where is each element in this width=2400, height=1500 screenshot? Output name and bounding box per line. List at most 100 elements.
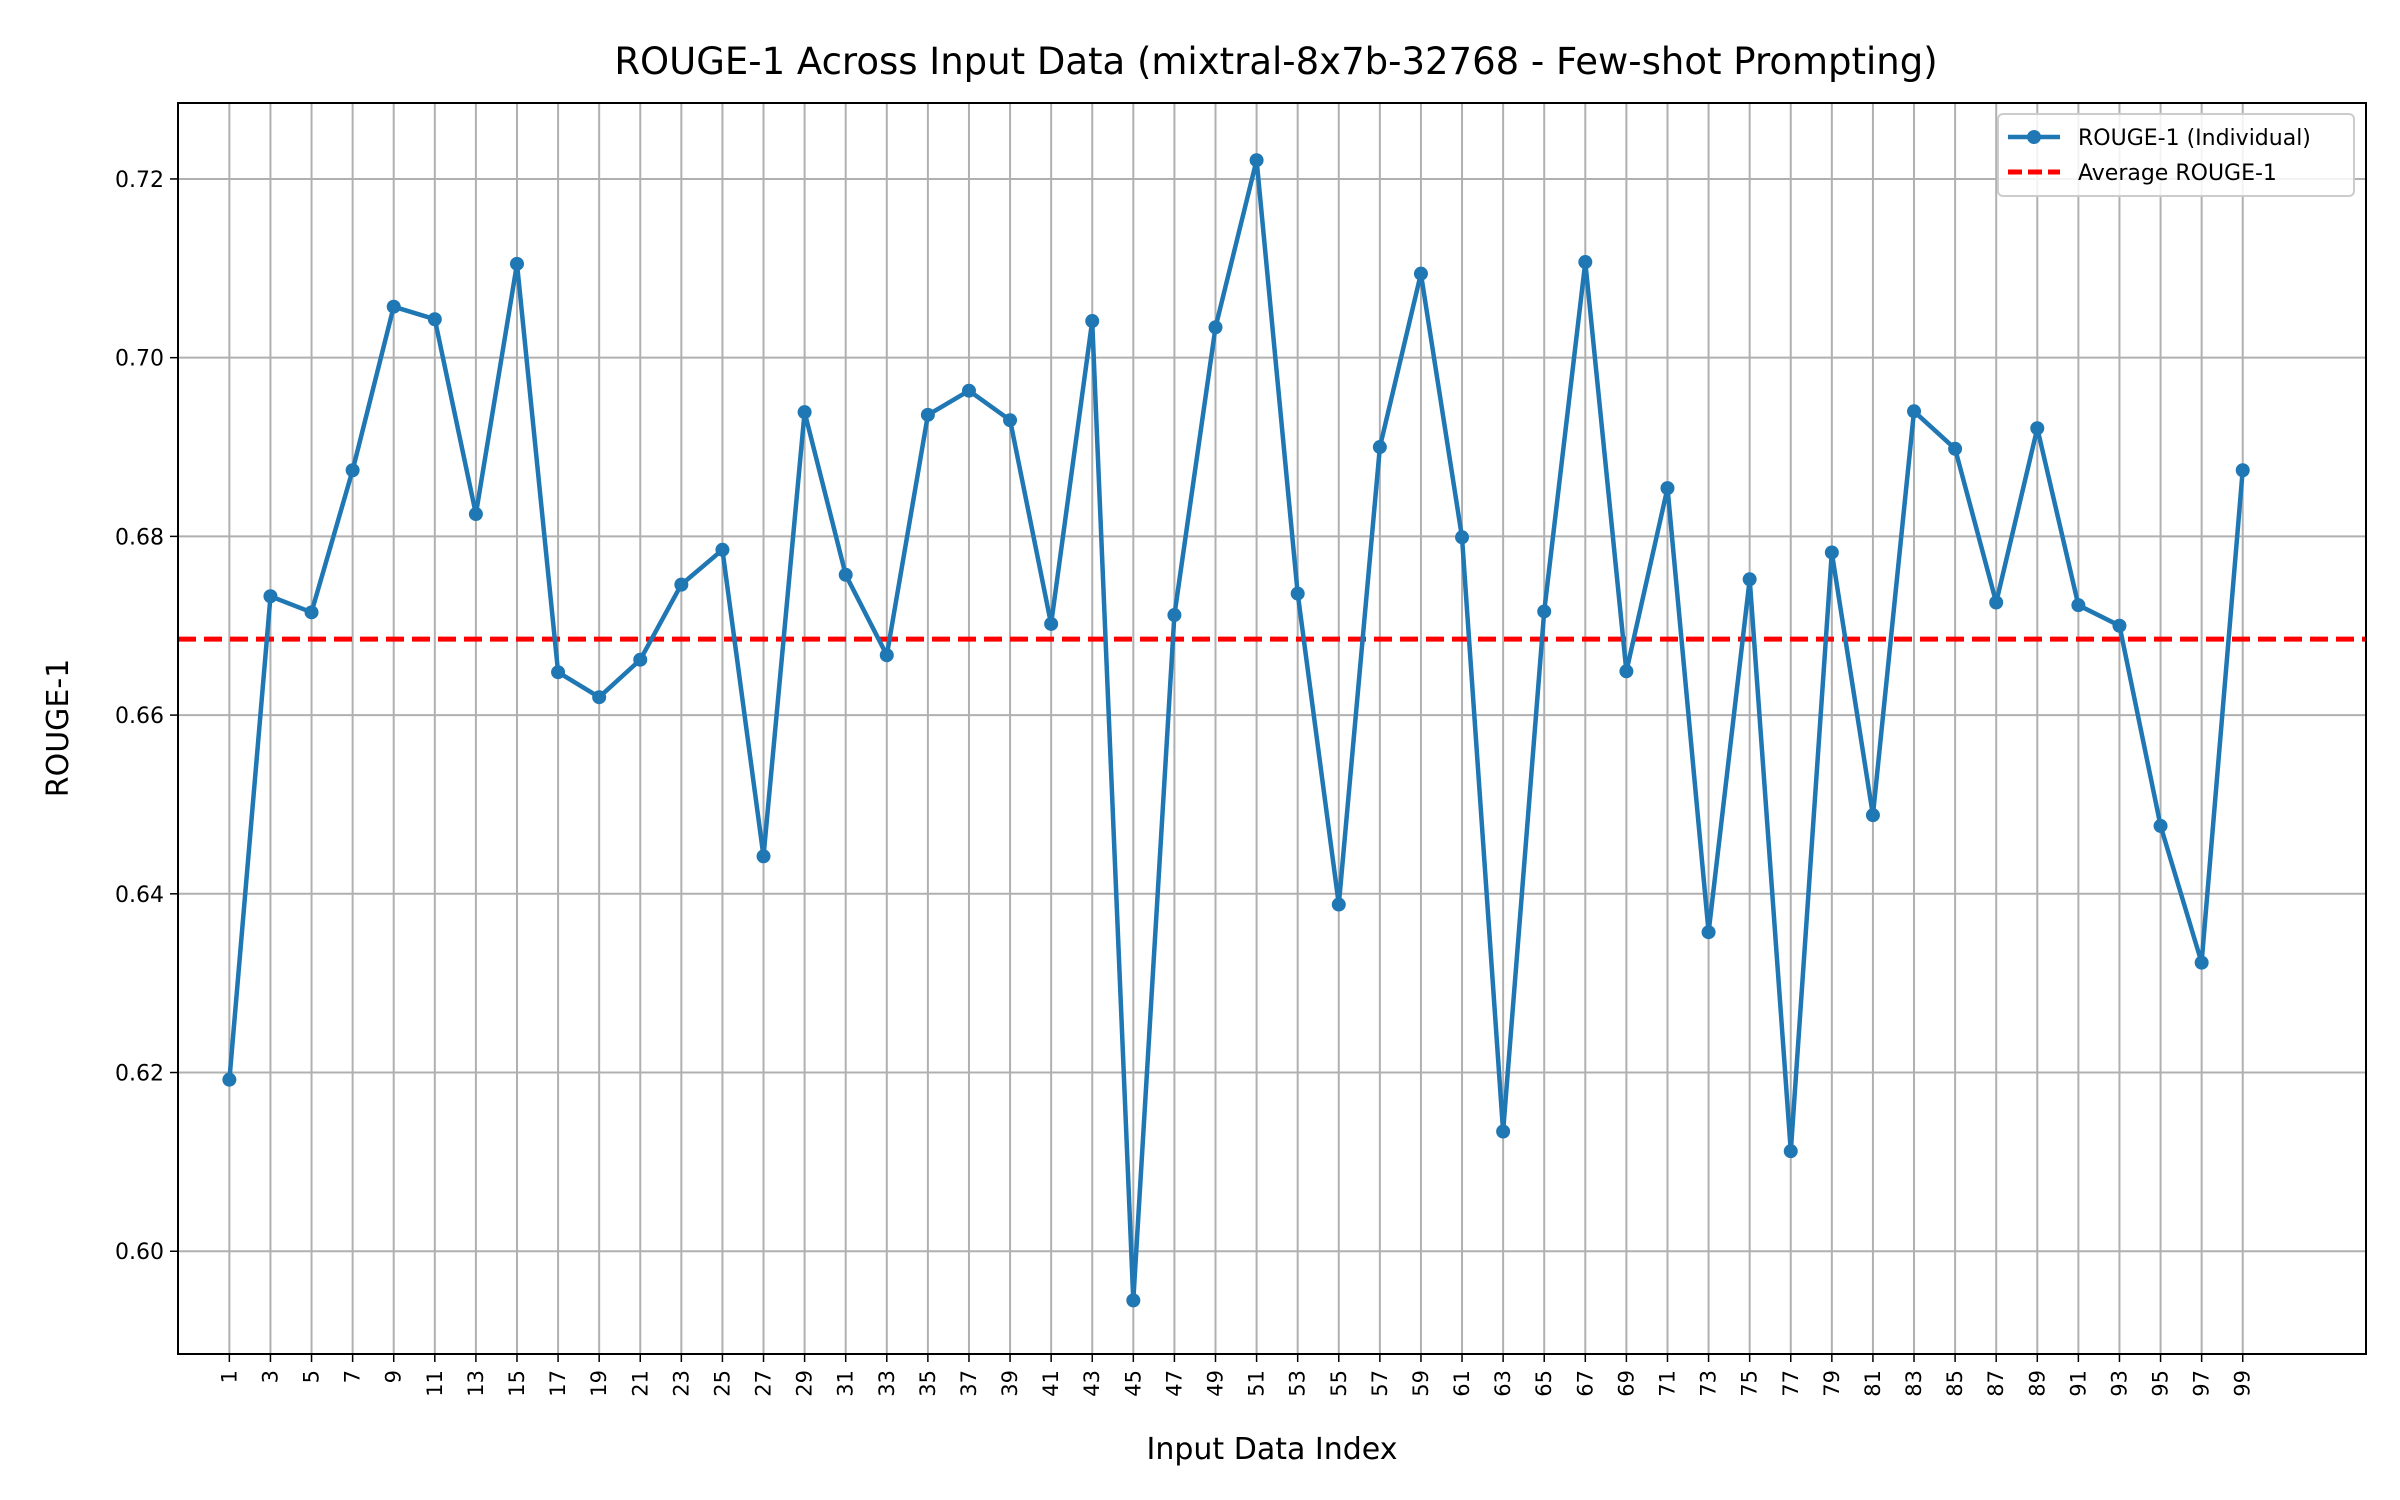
x-tick-label: 43 <box>1080 1370 1104 1397</box>
x-tick-label: 55 <box>1327 1370 1351 1397</box>
x-tick-label: 65 <box>1532 1370 1556 1397</box>
x-tick-label: 19 <box>587 1370 611 1397</box>
x-tick-label: 67 <box>1573 1370 1597 1397</box>
x-axis-label: Input Data Index <box>1147 1432 1398 1467</box>
data-point <box>1907 404 1922 419</box>
data-point <box>674 577 689 592</box>
data-point <box>1208 320 1223 335</box>
data-point <box>592 690 607 705</box>
x-tick-label: 49 <box>1204 1370 1228 1397</box>
data-point <box>1331 897 1346 912</box>
data-point <box>1249 153 1264 168</box>
x-tick-label: 3 <box>258 1370 282 1383</box>
y-tick-label: 0.70 <box>115 347 164 372</box>
x-tick-label: 81 <box>1861 1370 1885 1397</box>
x-tick-label: 21 <box>628 1370 652 1397</box>
x-tick-label: 95 <box>2149 1370 2173 1397</box>
data-point <box>1660 481 1675 496</box>
legend-label-individual: ROUGE-1 (Individual) <box>2078 126 2311 151</box>
x-tick-label: 97 <box>2190 1370 2214 1397</box>
x-tick-label: 59 <box>1409 1370 1433 1397</box>
data-point <box>304 605 319 620</box>
x-tick-label: 87 <box>1984 1370 2008 1397</box>
x-tick-label: 25 <box>710 1370 734 1397</box>
legend-marker-individual <box>2027 130 2041 144</box>
data-point <box>2153 818 2168 833</box>
data-point <box>468 507 483 522</box>
data-point <box>386 299 401 314</box>
data-point <box>263 589 278 604</box>
data-point <box>1496 1124 1511 1139</box>
data-point <box>2030 421 2045 436</box>
y-tick-label: 0.60 <box>115 1240 164 1265</box>
y-tick-label: 0.62 <box>115 1062 164 1087</box>
x-tick-label: 69 <box>1614 1370 1638 1397</box>
x-tick-label: 47 <box>1162 1370 1186 1397</box>
y-axis-label: ROUGE-1 <box>41 659 76 798</box>
data-point <box>1413 266 1428 281</box>
x-tick-label: 23 <box>669 1370 693 1397</box>
data-point <box>551 665 566 680</box>
x-tick-label: 77 <box>1779 1370 1803 1397</box>
x-tick-label: 27 <box>752 1370 776 1397</box>
x-tick-label: 91 <box>2066 1370 2090 1397</box>
x-tick-label: 39 <box>998 1370 1022 1397</box>
x-tick-label: 35 <box>916 1370 940 1397</box>
data-point <box>1290 586 1305 601</box>
data-point <box>2235 463 2250 478</box>
data-point <box>1372 440 1387 455</box>
x-tick-label: 5 <box>300 1370 324 1383</box>
data-point <box>2194 955 2209 970</box>
y-tick-label: 0.72 <box>115 168 164 193</box>
x-tick-label: 41 <box>1039 1370 1063 1397</box>
data-point <box>1824 545 1839 560</box>
data-point <box>1537 604 1552 619</box>
data-point <box>1701 925 1716 940</box>
x-tick-label: 7 <box>341 1370 365 1383</box>
x-tick-label: 31 <box>834 1370 858 1397</box>
data-point <box>920 407 935 422</box>
y-axis: 0.60 0.62 0.64 0.66 0.68 0.70 0.72 <box>115 168 178 1265</box>
x-tick-label: 83 <box>1902 1370 1926 1397</box>
data-point <box>509 256 524 271</box>
x-tick-label: 45 <box>1121 1370 1145 1397</box>
x-tick-label: 57 <box>1368 1370 1392 1397</box>
x-tick-label: 85 <box>1943 1370 1967 1397</box>
data-point <box>1578 255 1593 270</box>
data-point <box>1167 608 1182 623</box>
data-point <box>345 463 360 478</box>
data-point <box>1865 808 1880 823</box>
data-point <box>1126 1293 1141 1308</box>
x-tick-label: 11 <box>423 1370 447 1397</box>
x-tick-label: 33 <box>875 1370 899 1397</box>
series-layer <box>222 153 2250 1308</box>
data-point <box>2112 618 2127 633</box>
data-point <box>633 652 648 667</box>
x-tick-label: 37 <box>957 1370 981 1397</box>
legend-label-average: Average ROUGE-1 <box>2078 161 2277 186</box>
x-tick-label: 17 <box>546 1370 570 1397</box>
data-point <box>1085 314 1100 329</box>
legend-box <box>1997 113 2355 197</box>
rouge1-individual-line <box>227 157 2245 1303</box>
x-tick-label: 9 <box>382 1370 406 1383</box>
data-point <box>1044 616 1059 631</box>
x-tick-label: 61 <box>1450 1370 1474 1397</box>
x-axis: 1 3 5 7 9 11 13 15 17 19 21 23 25 27 29 31 33 35 37 39 41 43 4… <box>217 1354 2255 1397</box>
x-tick-label: 71 <box>1655 1370 1679 1397</box>
data-point <box>879 648 894 663</box>
data-point <box>838 567 853 582</box>
y-tick-label: 0.66 <box>115 704 164 729</box>
data-point <box>715 542 730 557</box>
x-tick-label: 15 <box>505 1370 529 1397</box>
data-point <box>797 405 812 420</box>
x-tick-label: 73 <box>1697 1370 1721 1397</box>
data-point <box>1455 530 1470 545</box>
y-tick-label: 0.64 <box>115 883 164 908</box>
data-point <box>1619 664 1634 679</box>
plot-frame <box>177 102 2367 1355</box>
x-tick-label: 63 <box>1491 1370 1515 1397</box>
x-tick-label: 1 <box>217 1370 241 1383</box>
x-tick-label: 75 <box>1738 1370 1762 1397</box>
